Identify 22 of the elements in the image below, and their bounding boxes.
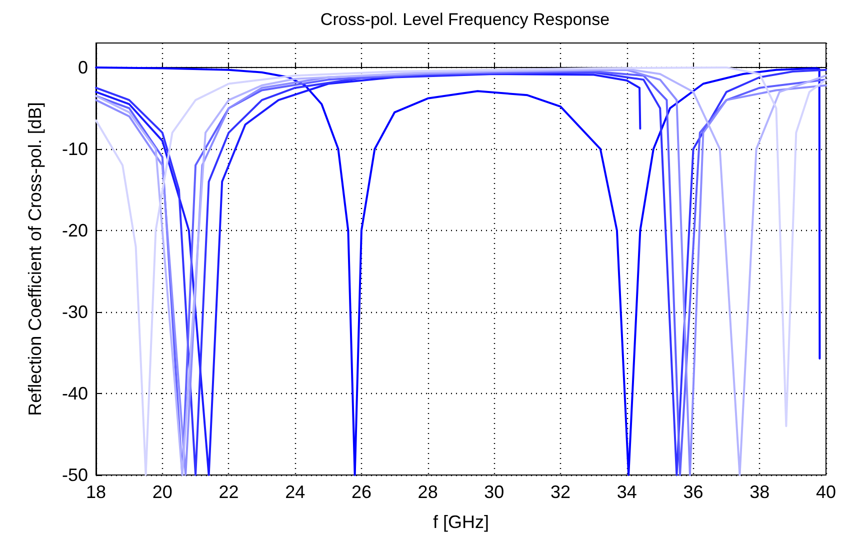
x-tick-label: 32 [550,482,571,502]
x-tick-label: 30 [484,482,504,502]
x-tick-label: 40 [816,482,836,502]
x-tick-label: 36 [683,482,704,502]
x-axis-title: f [GHz] [432,512,490,532]
x-tick-label: 28 [418,482,438,502]
y-axis-title: Reflection Coefficient of Cross-pol. [dB] [25,102,45,416]
x-tick-label: 18 [86,482,106,502]
line-series [95,72,642,476]
chart-title: Cross-pol. Level Frequency Response [320,10,610,29]
y-tick-label: -40 [62,383,88,404]
x-tick-label: 26 [351,482,372,502]
y-tick-label: -50 [62,465,88,485]
x-tick-label: 38 [750,482,770,502]
x-tick-label: 22 [218,482,239,502]
x-tick-label: 20 [152,482,172,502]
x-tick-label: 24 [285,482,306,502]
x-tick-label: 34 [616,482,637,502]
y-tick-label: -20 [62,220,88,240]
y-tick-label: -10 [62,138,88,159]
y-tick-label: 0 [78,57,88,78]
y-tick-label: -30 [62,302,88,322]
